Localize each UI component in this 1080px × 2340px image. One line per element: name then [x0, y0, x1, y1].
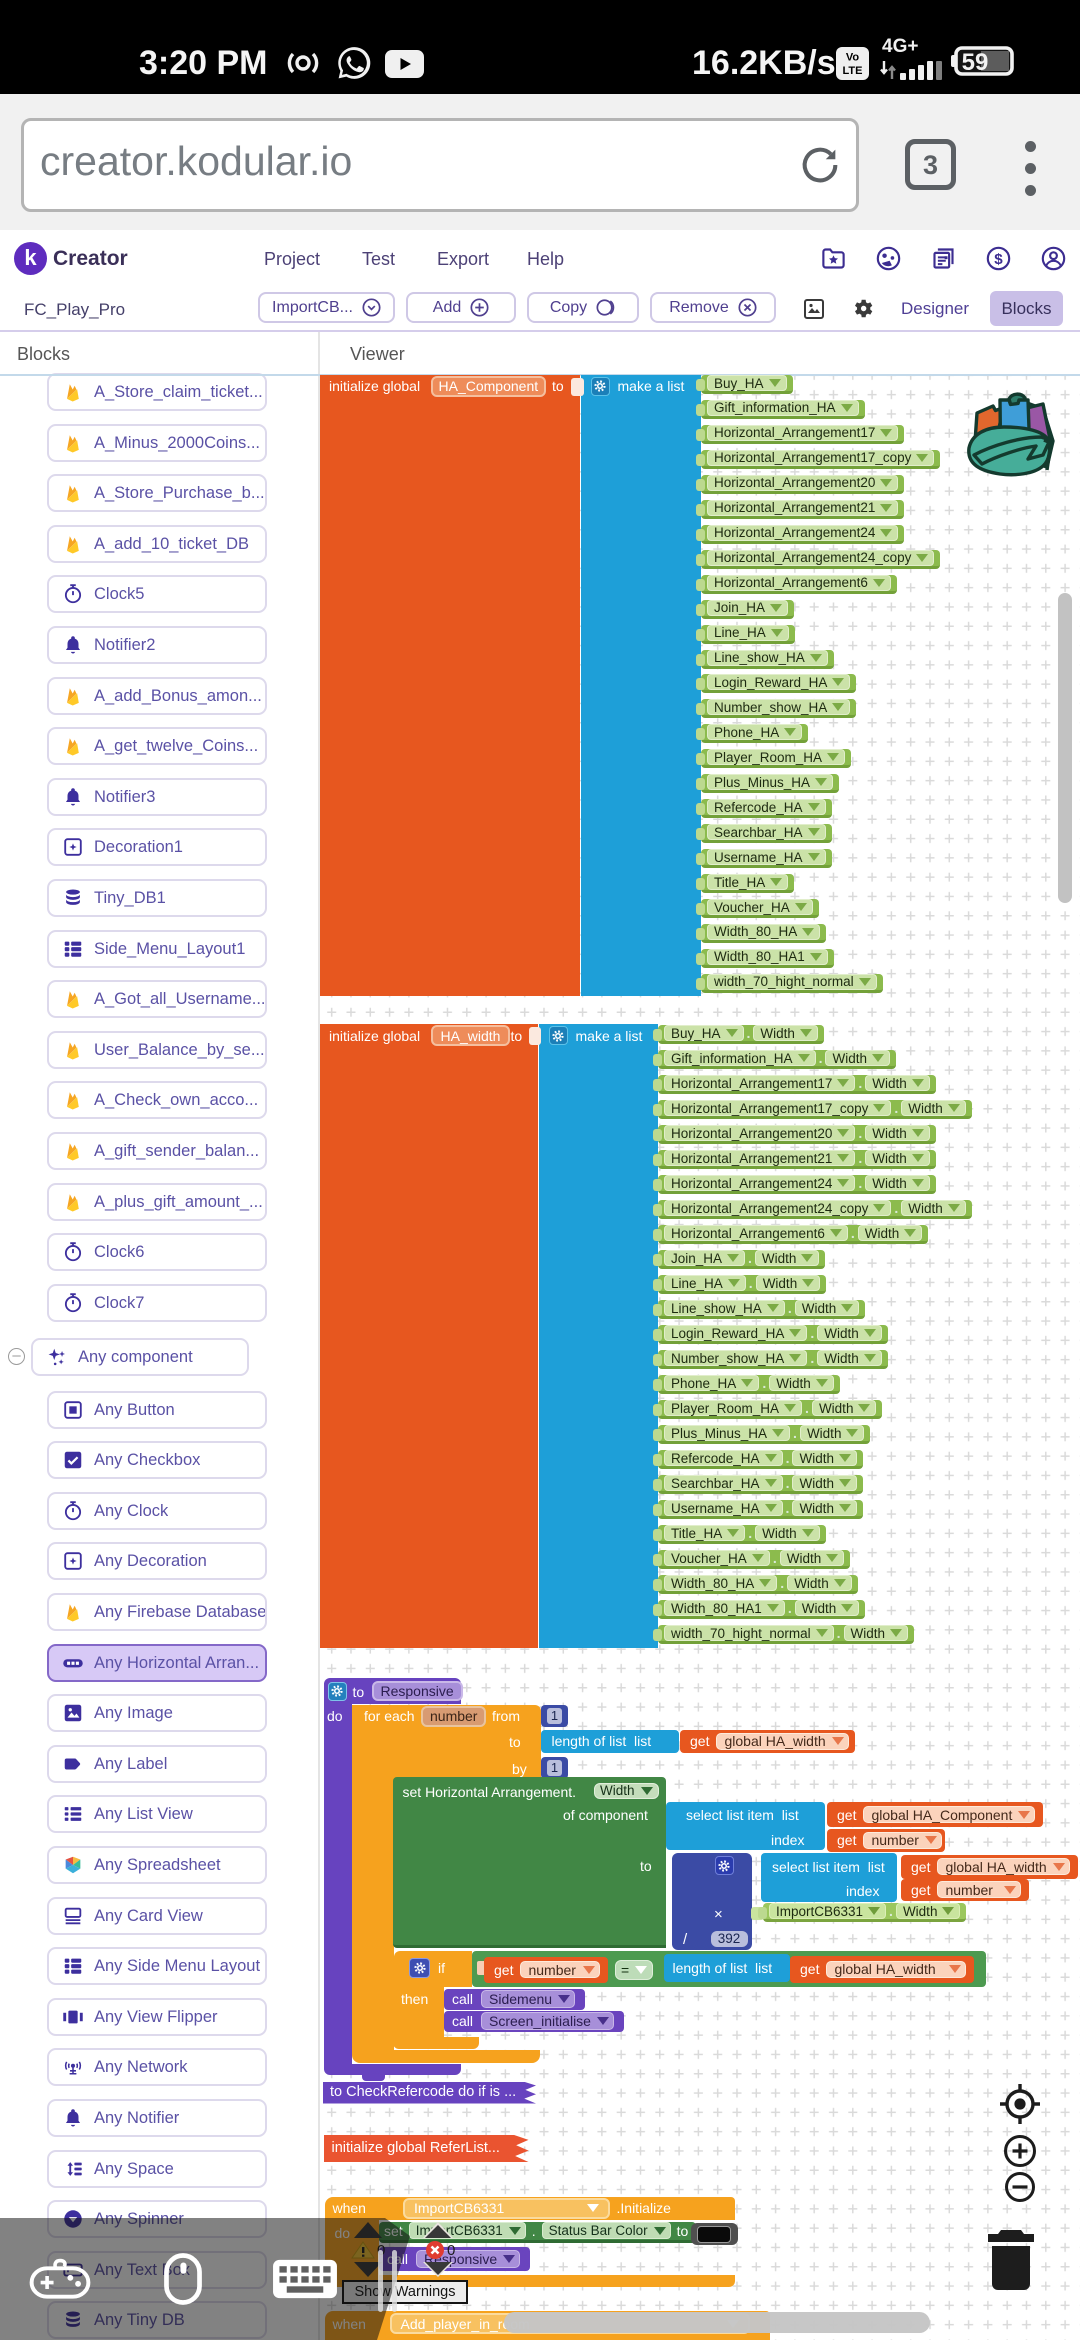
svg-text:$: $	[994, 251, 1003, 268]
svg-text:LTE: LTE	[843, 65, 863, 77]
svg-text:Vo: Vo	[846, 52, 860, 64]
svg-text:59: 59	[962, 49, 989, 76]
